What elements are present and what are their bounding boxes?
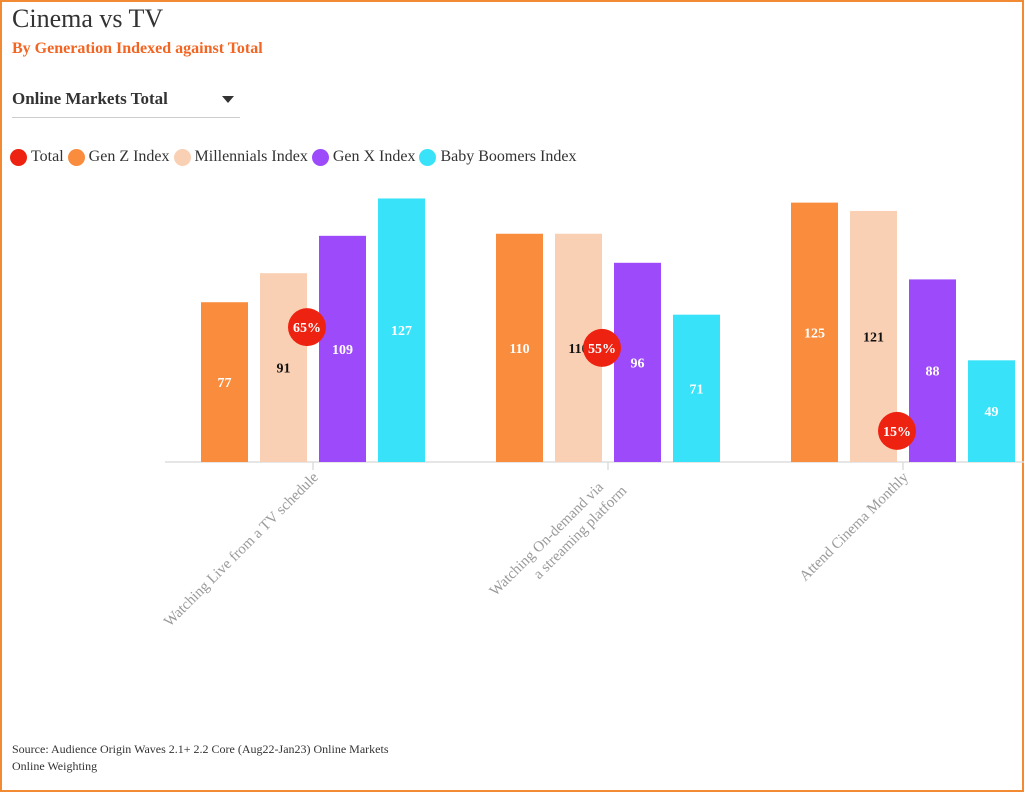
total-marker-label: 65% [293,321,321,336]
legend-dot-icon [419,148,437,166]
bar-data-label: 96 [631,356,645,371]
legend-item-baby-boomers[interactable]: Baby Boomers Index [419,148,576,166]
x-category-label: Watching Live from a TV schedule [161,469,322,630]
chart-subtitle: By Generation Indexed against Total [12,40,263,57]
bar-data-label: 77 [218,376,232,391]
total-marker-label: 15% [883,425,911,440]
bar[interactable] [378,198,425,462]
bar-data-label: 91 [277,362,291,377]
legend-label: Millennials Index [194,148,308,165]
legend-item-total[interactable]: Total [10,148,64,166]
bar[interactable] [791,202,838,462]
x-category-label: Attend Cinema Monthly [797,469,912,584]
total-marker-label: 55% [588,342,616,357]
legend-item-gen-x[interactable]: Gen X Index [311,148,416,166]
legend-item-gen-z[interactable]: Gen Z Index [67,148,170,166]
source-line-1: Source: Audience Origin Waves 2.1+ 2.2 C… [12,742,389,756]
bar-data-label: 49 [985,405,999,420]
bar[interactable] [673,314,720,462]
bar[interactable] [968,360,1015,462]
bar-data-label: 88 [926,365,940,380]
bar-chart: 77 91 109 127 65% Watching Live from a TV sch… [161,198,1024,630]
total-marker[interactable] [878,411,916,450]
chart-title: Cinema vs TV [12,4,164,33]
legend-dot-icon [67,148,85,166]
bar-data-label: 121 [863,330,884,345]
bar-data-label: 109 [332,343,353,358]
legend-label: Baby Boomers Index [440,148,577,165]
bar[interactable] [260,273,307,462]
bar-data-label: 125 [804,326,825,341]
source-line-2: Online Weighting [12,759,98,773]
bar[interactable] [614,262,661,462]
bar-data-label: 71 [690,382,704,397]
bar-data-label: 127 [391,324,412,339]
legend-dot-icon [311,148,329,166]
legend-item-millennials[interactable]: Millennials Index [173,148,308,166]
market-filter-value: Online Markets Total [12,89,168,108]
legend-label: Gen X Index [332,148,416,165]
caret-down-icon [222,96,234,103]
market-filter-dropdown[interactable]: Online Markets Total [12,84,240,118]
x-category-label: Watching On-demand viaa streaming platfo… [487,469,631,613]
legend-dot-icon [10,148,27,166]
bar[interactable] [909,279,956,462]
bar[interactable] [496,233,543,462]
bar-data-label: 110 [509,342,529,357]
legend-dot-icon [173,148,191,166]
total-marker[interactable] [583,328,621,367]
bar[interactable] [201,302,248,462]
x-category-label-line: Watching On-demand via [487,479,607,599]
legend-label: Total [31,148,64,165]
chart-legend: Total Gen Z Index Millennials Index Gen … [10,146,580,168]
legend-label: Gen Z Index [88,148,170,165]
source-note: Source: Audience Origin Waves 2.1+ 2.2 C… [12,741,389,775]
total-marker[interactable] [288,308,326,347]
bar[interactable] [319,235,366,462]
